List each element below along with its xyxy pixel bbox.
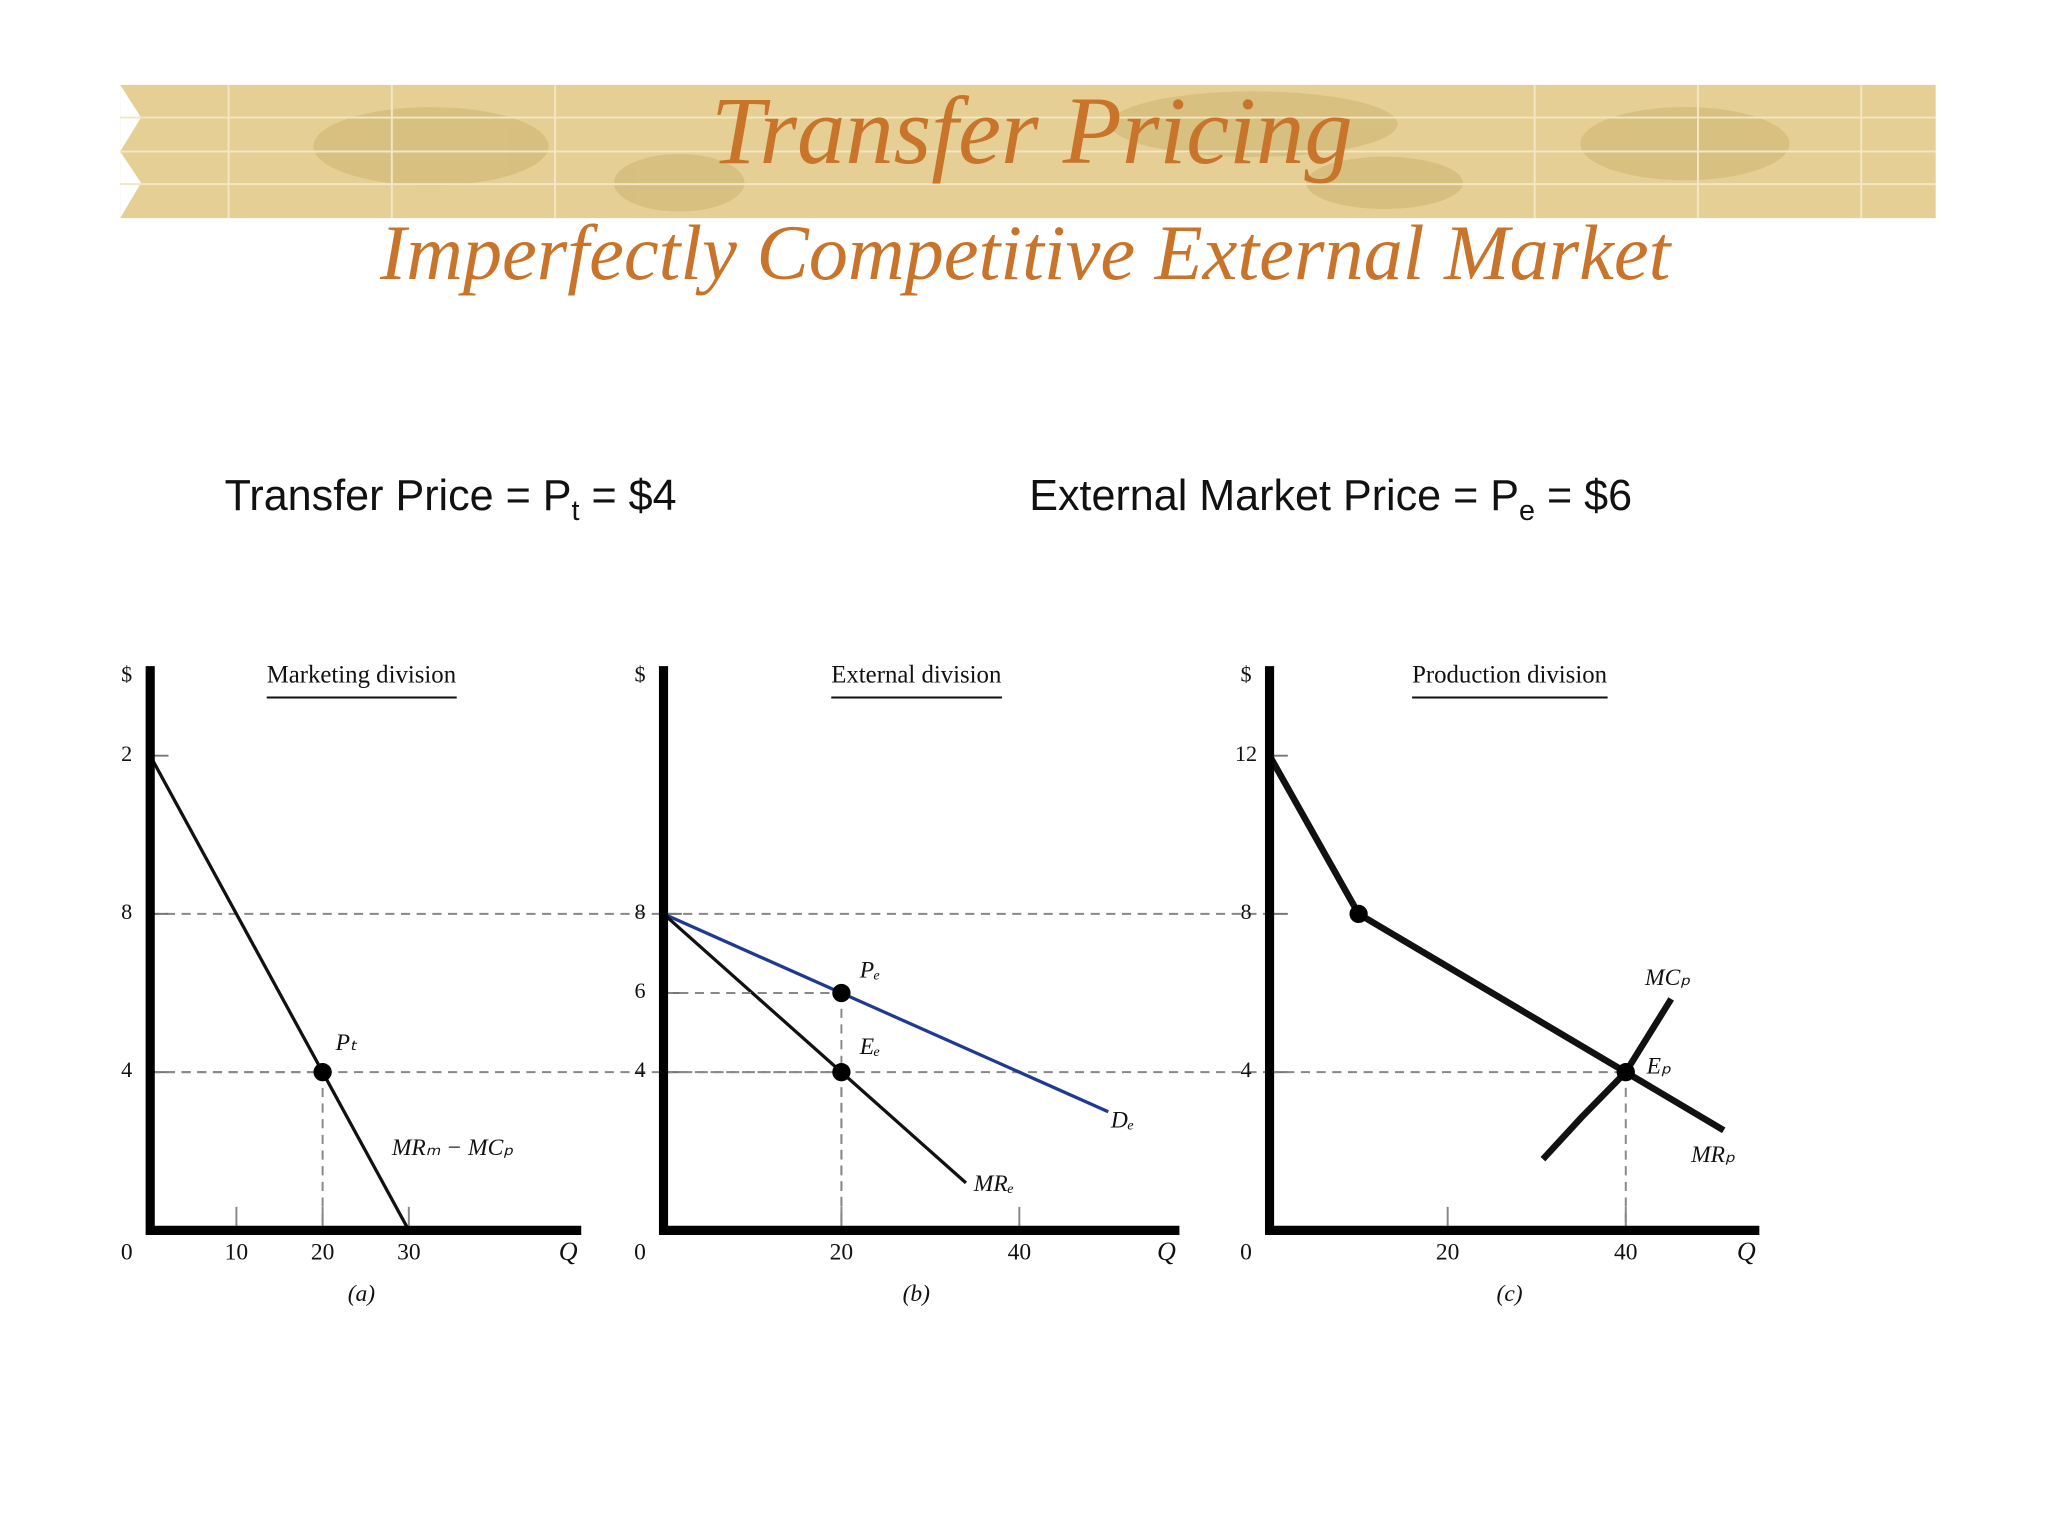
- chart-title: Production division: [1412, 661, 1608, 688]
- x-tick-label: 20: [1436, 1239, 1460, 1265]
- point-label: Eₚ: [1646, 1054, 1671, 1080]
- panel-label: (a): [348, 1281, 376, 1307]
- note: Transfer Price = Pt = $4: [225, 472, 677, 526]
- x-axis-label: Q: [559, 1237, 578, 1266]
- note-sub: t: [572, 495, 580, 527]
- y-tick-label: 4: [634, 1057, 645, 1082]
- y-tick-label: 2: [121, 741, 132, 766]
- chart: Marketing division $ Q (a) 2 8 4 0 10 20 30 MRₘ − M…: [121, 661, 582, 1307]
- series-label: MRₘ − MCₚ: [391, 1135, 514, 1161]
- y-tick-label: 12: [1235, 741, 1257, 766]
- axes: [1264, 666, 1760, 1235]
- y-tick-label: 6: [634, 978, 645, 1003]
- x-tick-label: 0: [121, 1239, 133, 1265]
- x-tick-label: 20: [311, 1239, 335, 1265]
- note-after: = $4: [579, 472, 676, 520]
- x-tick-label: 40: [1008, 1239, 1032, 1265]
- x-axis-label: Q: [1157, 1237, 1176, 1266]
- banner: Transfer Pricing: [120, 77, 1936, 219]
- x-axis-label: Q: [1737, 1237, 1756, 1266]
- point-label: Pₑ: [859, 958, 881, 984]
- x-tick-label: 10: [225, 1239, 249, 1265]
- note-text: Transfer Price = P: [225, 472, 572, 520]
- series-label: MRₚ: [1690, 1142, 1735, 1168]
- axes: [658, 666, 1180, 1235]
- point-label: Eₑ: [859, 1034, 881, 1060]
- chart-title: Marketing division: [267, 661, 457, 688]
- banner-map: [313, 91, 1790, 212]
- series-line: [148, 754, 411, 1232]
- series-label: MRₑ: [973, 1171, 1014, 1197]
- point: [1349, 904, 1368, 924]
- y-tick-label: 8: [121, 899, 132, 924]
- y-axis-label: $: [634, 662, 645, 687]
- x-tick-label: 0: [1240, 1239, 1252, 1265]
- series-line: [1266, 754, 1726, 1134]
- slide-subtitle: Imperfectly Competitive External Market: [379, 209, 1673, 296]
- y-tick-label: 8: [1240, 899, 1251, 924]
- y-axis-label: $: [121, 662, 132, 687]
- y-tick-label: 8: [634, 899, 645, 924]
- series-line: [662, 912, 968, 1185]
- series-label: MCₚ: [1644, 965, 1690, 991]
- point: [1616, 1062, 1635, 1082]
- series-line: [662, 912, 1109, 1114]
- note-text: External Market Price = P: [1029, 472, 1519, 520]
- point-label: Pₜ: [335, 1030, 358, 1056]
- chart-title: External division: [831, 661, 1002, 688]
- series-label: Dₑ: [1110, 1108, 1134, 1134]
- note-sub: e: [1519, 495, 1535, 527]
- point: [313, 1062, 332, 1082]
- y-tick-label: 4: [121, 1057, 132, 1082]
- point: [832, 1062, 851, 1082]
- panel-label: (b): [903, 1281, 931, 1307]
- x-tick-label: 0: [634, 1239, 646, 1265]
- note: External Market Price = Pe = $6: [1029, 472, 1632, 526]
- x-tick-label: 20: [830, 1239, 854, 1265]
- series-line: [1540, 997, 1674, 1162]
- y-tick-label: 4: [1240, 1057, 1251, 1082]
- axes: [145, 666, 582, 1235]
- banner-grid: [120, 84, 1936, 219]
- point: [832, 983, 851, 1003]
- x-tick-label: 40: [1614, 1239, 1638, 1265]
- y-axis-label: $: [1240, 662, 1251, 687]
- note-after: = $6: [1535, 472, 1632, 520]
- panel-label: (c): [1497, 1281, 1523, 1307]
- x-tick-label: 30: [397, 1239, 421, 1265]
- slide-title: Transfer Pricing: [711, 77, 1353, 184]
